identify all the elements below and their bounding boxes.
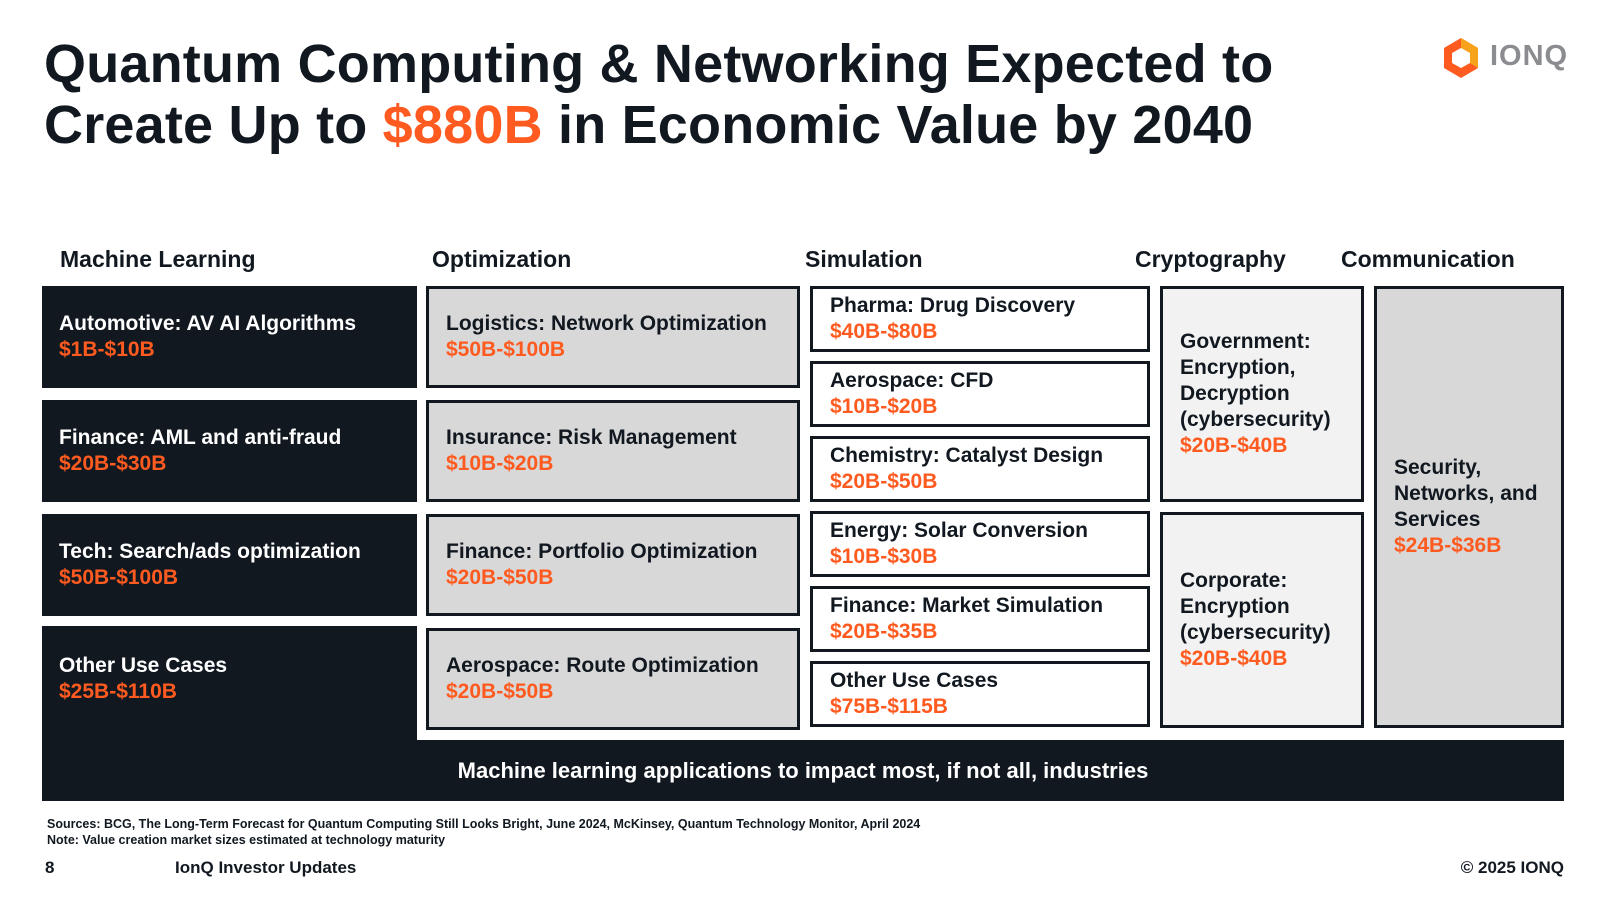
sim-card-aerospace: Aerospace: CFD $10B-$20B [810,361,1150,427]
card-value: $10B-$30B [830,545,938,568]
heading-communication: Communication [1341,246,1515,272]
cry-card-government: Government: Encryption, Decryption (cybe… [1160,286,1364,502]
card-label: Other Use Cases [59,654,228,677]
sim-card-energy: Energy: Solar Conversion $10B-$30B [810,511,1150,577]
title-highlight-value: $880B [382,95,543,155]
card-value: $25B-$110B [59,680,177,703]
heading-machine-learning: Machine Learning [60,246,256,272]
card-label: Finance: AML and anti-fraud [59,426,342,449]
card-value: $50B-$100B [59,566,179,589]
opt-card-logistics: Logistics: Network Optimization $50B-$10… [426,286,800,388]
sim-card-finance: Finance: Market Simulation $20B-$35B [810,586,1150,652]
card-label-line: Decryption [1180,382,1290,405]
title-part-1: Quantum Computing & Networking Expected … [44,34,1274,155]
card-label-line: Networks, and [1394,482,1538,505]
ml-card-tech: Tech: Search/ads optimization $50B-$100B [42,514,417,616]
card-label-line: Security, [1394,456,1482,479]
opt-card-aerospace: Aerospace: Route Optimization $20B-$50B [426,628,800,730]
card-label: Aerospace: CFD [830,369,994,392]
card-value: $20B-$35B [830,620,938,643]
com-card-security: Security, Networks, and Services $24B-$3… [1374,286,1564,728]
card-label: Finance: Portfolio Optimization [446,540,758,563]
page-number: 8 [45,858,55,877]
sources-line: Sources: BCG, The Long-Term Forecast for… [47,817,921,831]
card-label: Other Use Cases [830,669,999,692]
logo-text: IONQ [1490,40,1569,72]
heading-simulation: Simulation [805,246,923,272]
card-value: $40B-$80B [830,320,938,343]
copyright: © 2025 IONQ [1460,858,1564,877]
ml-card-automotive: Automotive: AV AI Algorithms $1B-$10B [42,286,417,388]
card-value: $10B-$20B [830,395,938,418]
card-value: $24B-$36B [1394,534,1502,557]
card-label-line: Services [1394,508,1481,531]
note-line: Note: Value creation market sizes estima… [47,833,446,847]
card-label: Energy: Solar Conversion [830,519,1088,542]
card-label-line: Corporate: [1180,569,1288,592]
card-label-line: (cybersecurity) [1180,408,1331,431]
card-value: $1B-$10B [59,338,155,361]
sim-card-pharma: Pharma: Drug Discovery $40B-$80B [810,286,1150,352]
card-label: Insurance: Risk Management [446,426,737,449]
heading-cryptography: Cryptography [1135,246,1286,272]
ml-card-finance: Finance: AML and anti-fraud $20B-$30B [42,400,417,502]
card-label: Pharma: Drug Discovery [830,294,1076,317]
card-label-line: Encryption [1180,595,1290,618]
ml-card-other: Other Use Cases $25B-$110B [42,628,417,730]
card-value: $20B-$50B [830,470,938,493]
deck-name: IonQ Investor Updates [175,858,357,877]
card-label: Logistics: Network Optimization [446,312,767,335]
card-value: $20B-$40B [1180,434,1288,457]
ionq-logo: IONQ [1440,36,1570,80]
card-value: $75B-$115B [830,695,948,718]
title-part-2: in Economic Value by 2040 [542,95,1254,155]
card-value: $20B-$40B [1180,647,1288,670]
heading-optimization: Optimization [432,246,572,272]
ml-impact-banner: Machine learning applications to impact … [42,740,1564,801]
card-value: $20B-$50B [446,680,554,703]
ionq-hexagon-icon [1444,38,1478,78]
sim-card-chemistry: Chemistry: Catalyst Design $20B-$50B [810,436,1150,502]
card-label: Finance: Market Simulation [830,594,1104,617]
card-value: $20B-$50B [446,566,554,589]
opt-card-insurance: Insurance: Risk Management $10B-$20B [426,400,800,502]
card-label-line: Encryption, [1180,356,1296,379]
card-value: $10B-$20B [446,452,554,475]
sources-note: Sources: BCG, The Long-Term Forecast for… [47,816,920,848]
card-label: Automotive: AV AI Algorithms [59,312,357,335]
page-title: Quantum Computing & Networking Expected … [44,34,1364,156]
card-label: Tech: Search/ads optimization [59,540,361,563]
sim-card-other: Other Use Cases $75B-$115B [810,661,1150,727]
card-value: $50B-$100B [446,338,566,361]
opt-card-finance: Finance: Portfolio Optimization $20B-$50… [426,514,800,616]
cry-card-corporate: Corporate: Encryption (cybersecurity) $2… [1160,512,1364,728]
card-label: Aerospace: Route Optimization [446,654,759,677]
card-label-line: (cybersecurity) [1180,621,1331,644]
card-label-line: Government: [1180,330,1311,353]
card-value: $20B-$30B [59,452,167,475]
card-label: Chemistry: Catalyst Design [830,444,1104,467]
